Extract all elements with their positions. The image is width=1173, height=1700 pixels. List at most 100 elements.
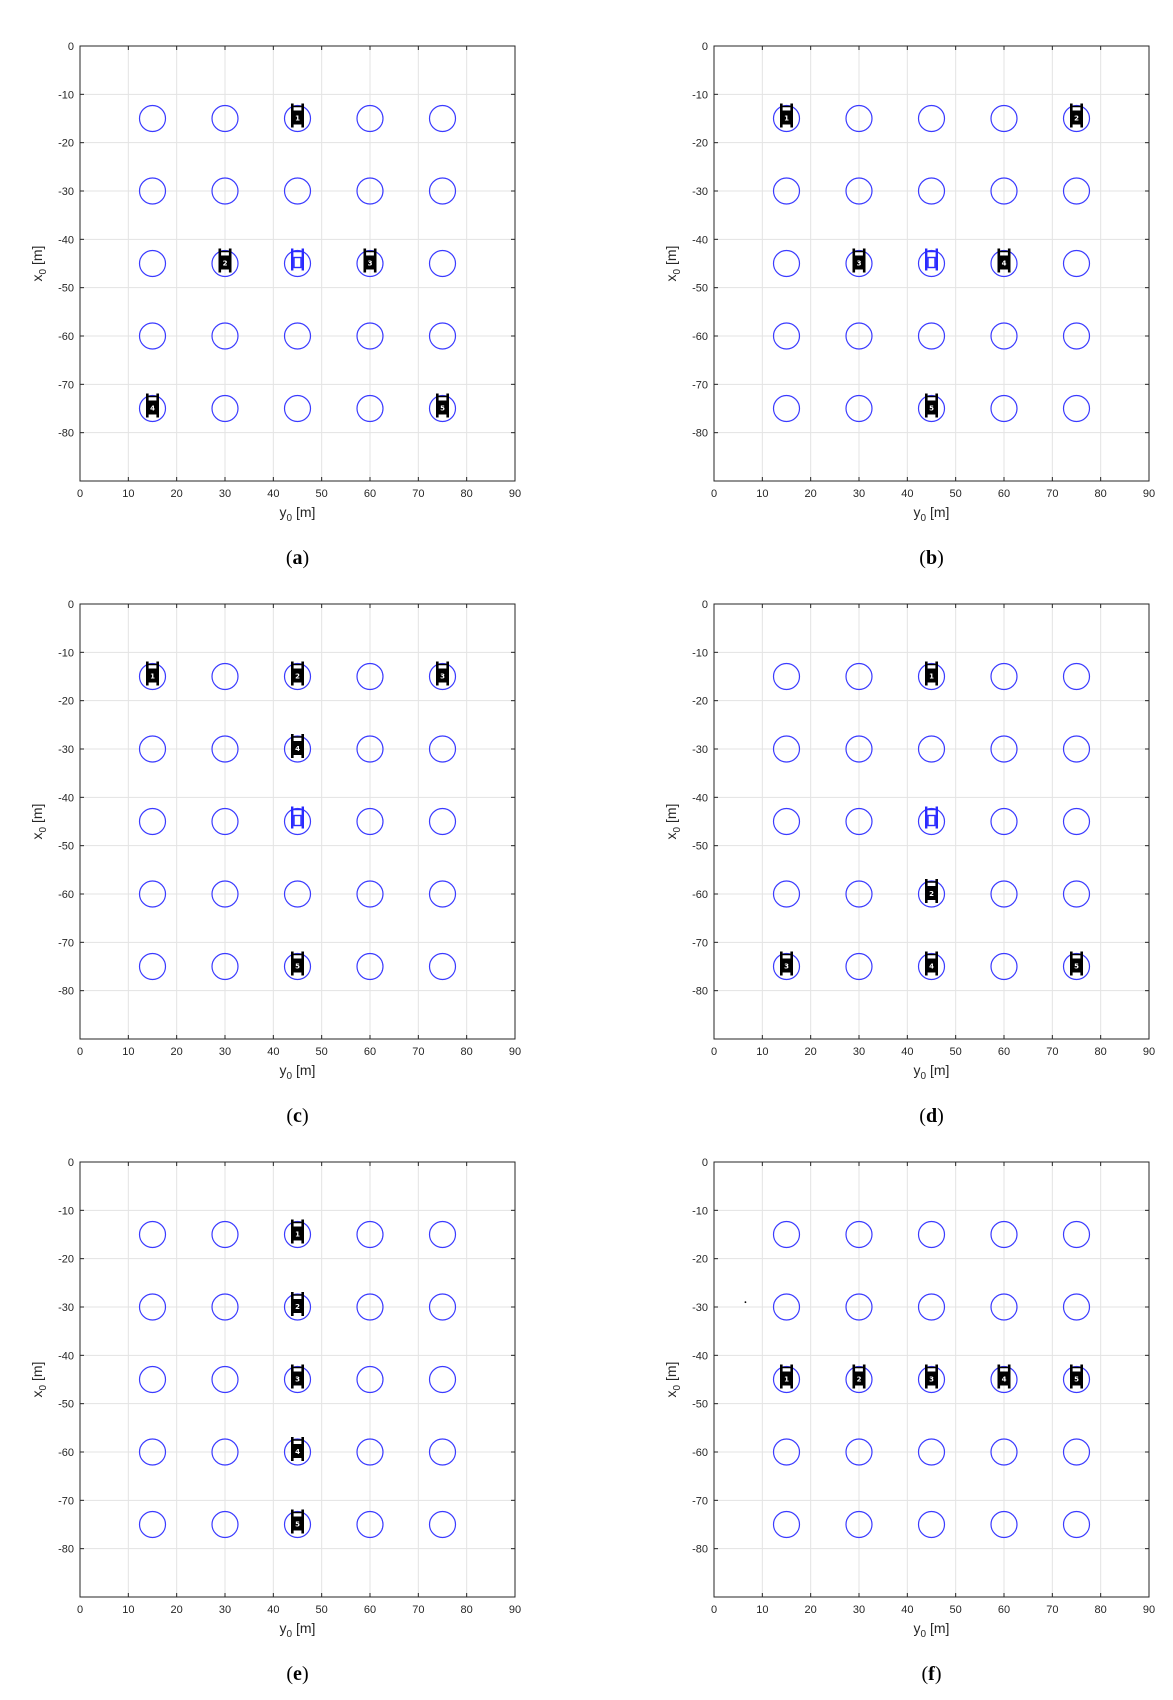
panel-a-vehicle-number: 5 xyxy=(440,405,445,413)
panel-d-ylabel: x0 [m] xyxy=(663,804,683,840)
panel-d-circle xyxy=(917,807,946,836)
panel-f-vehicle: 5 xyxy=(1070,1364,1083,1389)
panel-f-vehicle-body xyxy=(927,1371,936,1386)
panel-e-vehicle-left-rail xyxy=(291,1219,294,1244)
panel-f-xtick-label: 90 xyxy=(1143,1604,1155,1616)
panel-a-circle xyxy=(356,394,384,423)
panel-e-vehicle-body xyxy=(293,1299,302,1313)
panel-c-vehicle-number: 3 xyxy=(440,673,445,681)
panel-b-circle xyxy=(772,249,801,278)
panel-f-vehicle-number: 4 xyxy=(1002,1376,1007,1384)
panel-b-xtick-label: 90 xyxy=(1143,488,1155,500)
panel-e-circle xyxy=(356,1438,384,1466)
panel-b-circle xyxy=(772,394,801,423)
panel-b-vehicle-number: 3 xyxy=(857,260,862,268)
panel-f-xtick-label: 40 xyxy=(901,1604,913,1616)
panel-b-vehicle-left-rail xyxy=(925,393,928,418)
panel-a-ytick-label: -60 xyxy=(58,331,74,343)
panel-d-vehicle-left-rail xyxy=(925,951,928,976)
panel-f-circle xyxy=(990,1438,1018,1466)
panel-b-vehicle: 2 xyxy=(1070,103,1083,128)
panel-a-ytick-label: -40 xyxy=(58,234,74,246)
panel-b-vehicle-right-rail xyxy=(1007,248,1011,273)
panel-d-caption: (d) xyxy=(919,1105,943,1127)
panel-f-circle xyxy=(917,1220,946,1249)
panel-c-axes-box xyxy=(79,603,516,1040)
panel-e-circle xyxy=(211,1293,239,1321)
panel-c-vehicle: 4 xyxy=(291,734,304,758)
panel-d-ytick-label: -80 xyxy=(692,986,708,998)
panel-f-ytick-label: -20 xyxy=(692,1254,708,1266)
panel-d-vehicle-number: 1 xyxy=(929,673,934,681)
panel-d-vehicle-number: 2 xyxy=(929,890,934,898)
panel-c-vehicle-right-rail xyxy=(301,661,304,686)
panel-f-xtick-label: 10 xyxy=(756,1604,768,1616)
panel-b-circle xyxy=(1062,394,1091,423)
panel-b-xtick-label: 30 xyxy=(853,488,865,500)
panel-c-vehicle: 3 xyxy=(436,661,449,686)
panel-b-circle xyxy=(845,249,873,278)
panel-c-vehicle-right-rail xyxy=(301,951,304,976)
panel-c-circle xyxy=(211,952,239,981)
panel-b-circle xyxy=(1062,249,1091,278)
panel-b-vehicle-left-rail xyxy=(780,103,783,128)
panel-c-center-vehicle-left-rail xyxy=(291,806,294,829)
panel-c-vehicle-right-rail xyxy=(301,734,304,758)
panel-f-circle xyxy=(990,1365,1018,1394)
panel-e-vehicle-left-rail xyxy=(291,1292,294,1316)
panel-b-xtick-label: 50 xyxy=(950,488,962,500)
panel-f-xtick-label: 0 xyxy=(711,1604,717,1616)
panel-b-vehicle: 3 xyxy=(852,248,866,273)
panel-b-xtick-label: 80 xyxy=(1095,488,1107,500)
panel-f-circle xyxy=(845,1293,873,1321)
panel-e-circle xyxy=(211,1510,239,1539)
panel-f-ytick-label: -10 xyxy=(692,1205,708,1217)
panel-b-vehicle-body xyxy=(855,255,863,270)
panel-d-circle xyxy=(845,807,873,836)
panel-b-xlabel: y0 [m] xyxy=(914,504,950,524)
panel-f-circle xyxy=(990,1293,1018,1321)
panel-b-vehicle-body xyxy=(782,110,791,125)
panel-a-vehicle: 5 xyxy=(436,393,449,418)
panel-c-vehicle: 1 xyxy=(146,661,159,686)
panel-e-circle xyxy=(356,1293,384,1321)
panel-a-circle xyxy=(138,104,167,133)
panel-b-caption: (b) xyxy=(919,547,943,569)
panel-d-vehicle-left-rail xyxy=(925,661,928,686)
panel-c-ytick-label: -10 xyxy=(58,647,74,659)
panel-c-ytick-label: -50 xyxy=(58,841,74,853)
panel-a-circle xyxy=(428,177,457,205)
panel-d-ytick-label: 0 xyxy=(702,599,708,611)
panel-b-circle xyxy=(990,394,1018,423)
panel-b-ytick-label: -20 xyxy=(692,138,708,150)
panel-b-vehicle-number: 1 xyxy=(784,115,789,123)
panel-d-vehicle-number: 4 xyxy=(929,963,934,971)
panel-a-ytick-label: -70 xyxy=(58,379,74,391)
panel-c-circle xyxy=(356,807,384,836)
panel-c-circle xyxy=(138,735,167,763)
panel-f-circle xyxy=(1062,1510,1091,1539)
panel-f-circle xyxy=(772,1220,801,1249)
panel-f-ylabel: x0 [m] xyxy=(663,1362,683,1398)
panel-f-circle xyxy=(1062,1220,1091,1249)
panel-c-ytick-label: -70 xyxy=(58,937,74,949)
panel-e-circle xyxy=(283,1365,312,1394)
panel-d-xtick-label: 20 xyxy=(805,1046,817,1058)
panel-f-vehicle: 4 xyxy=(997,1364,1011,1389)
panel-f-circle xyxy=(990,1510,1018,1539)
panel-e-vehicle-number: 4 xyxy=(295,1448,300,1456)
panel-e-xtick-label: 0 xyxy=(77,1604,83,1616)
panel-f-circle xyxy=(917,1293,946,1321)
panel-e-circle xyxy=(211,1220,239,1249)
panel-a-center-vehicle-left-rail xyxy=(291,248,294,271)
panel-f-ytick-label: -30 xyxy=(692,1302,708,1314)
panel-c-ytick-label: -20 xyxy=(58,696,74,708)
panel-f-ytick-label: -80 xyxy=(692,1544,708,1556)
panel-e-ytick-label: -40 xyxy=(58,1350,74,1362)
panel-e-xlabel: y0 [m] xyxy=(280,1620,316,1640)
panel-f-vehicle: 3 xyxy=(925,1364,938,1389)
panel-c-circle xyxy=(283,952,312,981)
panel-e-vehicle-right-rail xyxy=(301,1364,304,1389)
panel-b-vehicle-body xyxy=(1072,110,1081,125)
